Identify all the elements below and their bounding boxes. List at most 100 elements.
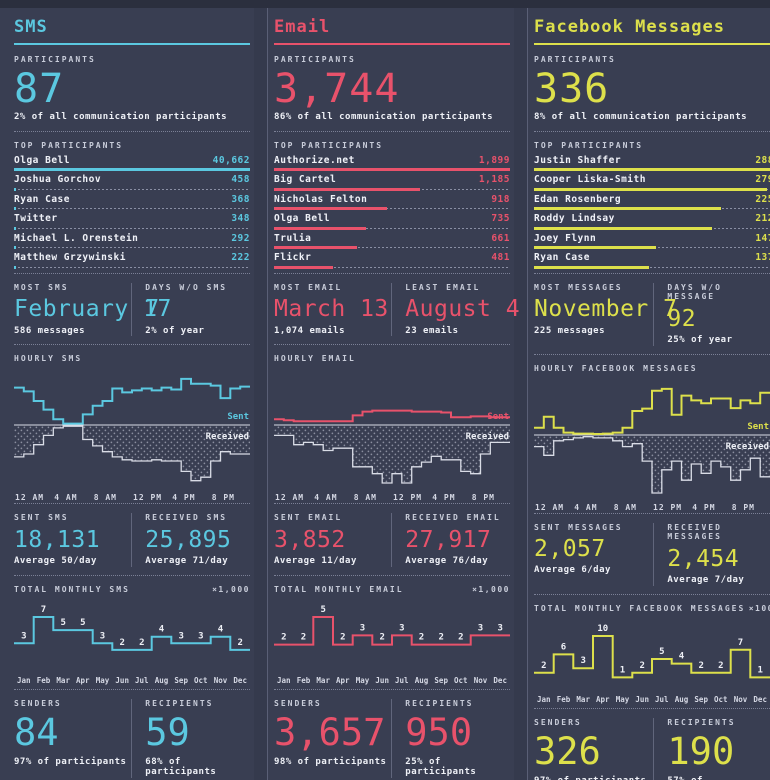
svg-text:3: 3 bbox=[198, 632, 203, 642]
sent-label: SENT MESSAGES bbox=[534, 522, 623, 532]
list-item: Edan Rosenberg 225 bbox=[534, 195, 770, 211]
svg-text:12 PM: 12 PM bbox=[653, 503, 682, 512]
participant-count: 222 bbox=[231, 252, 250, 264]
participants-label: PARTICIPANTS bbox=[534, 54, 616, 64]
svg-text:Received: Received bbox=[726, 441, 769, 452]
least-email-value: August 4 bbox=[405, 296, 521, 323]
svg-text:3: 3 bbox=[497, 624, 502, 634]
svg-text:Jul: Jul bbox=[655, 695, 669, 704]
received-caption: Average 71/day bbox=[145, 555, 229, 566]
senders-label: SENDERS bbox=[534, 718, 582, 728]
divider bbox=[14, 344, 250, 346]
participant-count: 225 bbox=[755, 193, 770, 205]
svg-text:Mar: Mar bbox=[56, 676, 70, 685]
svg-text:5: 5 bbox=[320, 605, 325, 615]
participant-count: 1,899 bbox=[478, 154, 510, 166]
most-sms-label: MOST SMS bbox=[14, 282, 69, 292]
participant-name: Roddy Lindsay bbox=[534, 213, 615, 225]
svg-text:Mar: Mar bbox=[316, 676, 330, 685]
divider bbox=[274, 131, 510, 133]
svg-text:Oct: Oct bbox=[194, 676, 208, 685]
list-item: Olga Bell 735 bbox=[274, 214, 510, 230]
participant-count: 661 bbox=[491, 232, 510, 244]
svg-text:Mar: Mar bbox=[576, 695, 590, 704]
sent-caption: Average 11/day bbox=[274, 555, 357, 566]
monthly-unit: ×100 bbox=[748, 603, 770, 613]
svg-text:Dec: Dec bbox=[493, 676, 507, 685]
divider bbox=[14, 574, 250, 576]
monthly-email-chart: 2 2 5 2 3 2 3 2 2 2 3 3 Jan Feb Mar Apr May Jun Jul Aug Sep O… bbox=[274, 601, 510, 689]
svg-text:2: 2 bbox=[379, 633, 384, 643]
participants-value: 87 bbox=[14, 66, 65, 113]
days-without-label: DAYS W/O SMS bbox=[145, 282, 228, 292]
svg-text:Aug: Aug bbox=[675, 695, 689, 704]
participant-count: 348 bbox=[231, 213, 250, 225]
recipients-caption: 57% of participants bbox=[667, 776, 770, 780]
svg-text:2: 2 bbox=[281, 633, 286, 643]
svg-text:May: May bbox=[96, 676, 110, 685]
participant-bar bbox=[534, 187, 770, 191]
sent-label: SENT SMS bbox=[14, 512, 69, 522]
sent-received-stats: SENT EMAIL 3,852 Average 11/day RECEIVED… bbox=[274, 512, 510, 567]
participant-bar bbox=[274, 207, 510, 211]
svg-text:4 PM: 4 PM bbox=[692, 503, 715, 512]
sent-caption: Average 6/day bbox=[534, 565, 611, 576]
senders-caption: 97% of participants bbox=[14, 756, 127, 767]
list-item: Ryan Case 137 bbox=[534, 253, 770, 269]
monthly-sms-chart: 3 7 5 5 3 2 2 4 3 3 4 2 Jan Feb Mar Apr May Jun Jul Aug Sep O… bbox=[14, 601, 250, 689]
participant-name: Authorize.net bbox=[274, 154, 355, 166]
divider bbox=[534, 593, 770, 595]
participant-count: 147 bbox=[755, 232, 770, 244]
senders-recipients-stats: SENDERS 84 97% of participants RECIPIENT… bbox=[14, 699, 250, 778]
recipients-caption: 25% of participants bbox=[405, 756, 477, 777]
svg-text:3: 3 bbox=[360, 624, 365, 634]
svg-text:Oct: Oct bbox=[714, 695, 728, 704]
svg-text:Received: Received bbox=[206, 431, 249, 442]
participant-count: 292 bbox=[231, 232, 250, 244]
svg-text:Sep: Sep bbox=[434, 676, 448, 685]
svg-text:2: 2 bbox=[237, 638, 242, 648]
participant-count: 458 bbox=[231, 174, 250, 186]
participant-name: Ryan Case bbox=[534, 252, 590, 264]
participant-name: Twitter bbox=[14, 213, 58, 225]
participant-name: Edan Rosenberg bbox=[534, 193, 622, 205]
sent-value: 18,131 bbox=[14, 526, 101, 553]
recipients-value: 190 bbox=[667, 729, 735, 773]
list-item: Joshua Gorchov 458 bbox=[14, 175, 250, 191]
participant-count: 368 bbox=[231, 193, 250, 205]
svg-text:May: May bbox=[356, 676, 370, 685]
least-email-caption: 23 emails bbox=[405, 325, 459, 336]
column-separator bbox=[254, 8, 268, 780]
most-email-caption: 1,074 emails bbox=[274, 325, 346, 336]
participants-value: 336 bbox=[534, 66, 610, 113]
participants-label: PARTICIPANTS bbox=[14, 54, 96, 64]
svg-text:3: 3 bbox=[178, 632, 183, 642]
title-underline bbox=[534, 42, 770, 45]
senders-recipients-stats: SENDERS 326 97% of participants RECIPIEN… bbox=[534, 718, 770, 780]
participants-label: PARTICIPANTS bbox=[274, 54, 356, 64]
most-sms-stats: MOST SMS February 17 586 messages DAYS W… bbox=[14, 282, 250, 337]
svg-text:8 AM: 8 AM bbox=[614, 503, 637, 512]
svg-text:2: 2 bbox=[458, 633, 463, 643]
days-without-value: 7 bbox=[145, 296, 160, 323]
svg-text:Received: Received bbox=[466, 431, 509, 442]
divider bbox=[274, 272, 510, 274]
svg-text:5: 5 bbox=[659, 647, 664, 657]
monthly-label: TOTAL MONTHLY SMS bbox=[14, 584, 130, 594]
svg-text:Jun: Jun bbox=[635, 695, 649, 704]
divider bbox=[534, 272, 770, 274]
participants-caption: 8% of all communication participants bbox=[534, 112, 748, 123]
svg-text:5: 5 bbox=[80, 618, 85, 628]
participant-bar bbox=[534, 226, 770, 230]
svg-text:Nov: Nov bbox=[734, 695, 748, 704]
sent-value: 3,852 bbox=[274, 526, 346, 553]
svg-text:Jul: Jul bbox=[395, 676, 409, 685]
participants-caption: 2% of all communication participants bbox=[14, 112, 228, 123]
svg-text:8 AM: 8 AM bbox=[354, 493, 377, 502]
svg-text:Dec: Dec bbox=[753, 695, 767, 704]
svg-text:2: 2 bbox=[419, 633, 424, 643]
svg-text:Feb: Feb bbox=[557, 695, 571, 704]
hourly-email-chart: Sent Received 12 AM 4 AM 8 AM 12 PM 4 PM 8 PM bbox=[274, 369, 510, 503]
participant-bar bbox=[534, 207, 770, 211]
svg-text:Nov: Nov bbox=[474, 676, 488, 685]
